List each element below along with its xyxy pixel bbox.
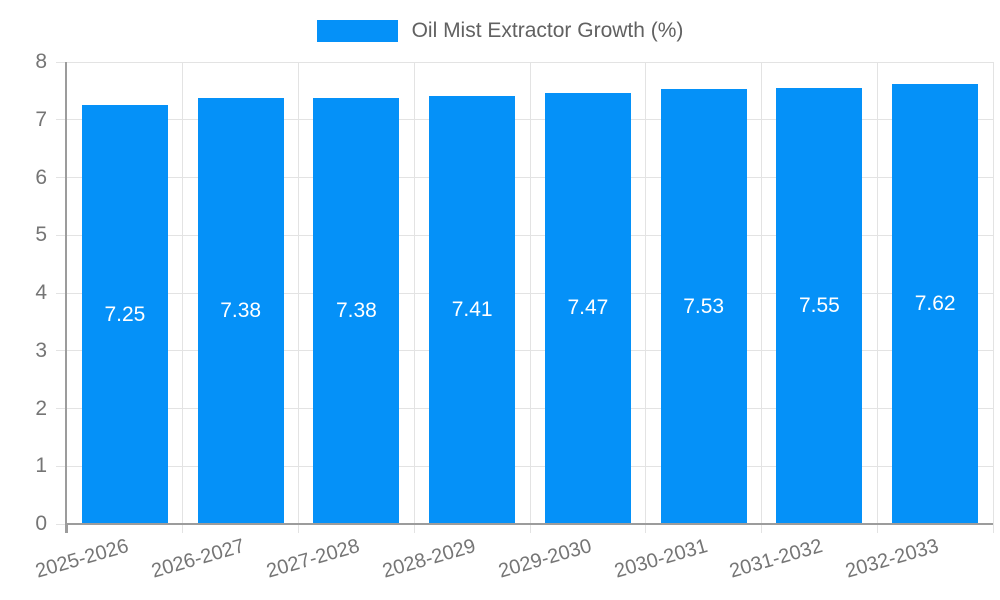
x-gridline [298, 62, 299, 524]
y-tick-mark [56, 119, 67, 121]
legend-swatch [316, 20, 398, 42]
bar-value-label: 7.38 [220, 298, 262, 322]
y-tick-mark [56, 177, 67, 178]
y-tick-mark [56, 61, 67, 63]
bar-value-label: 7.38 [335, 298, 377, 322]
x-gridline [992, 62, 994, 524]
bar-value-label: 7.41 [451, 298, 493, 322]
y-tick-mark [56, 523, 67, 525]
y-tick-label: 6 [35, 165, 47, 189]
y-axis-line [65, 62, 67, 533]
y-tick-label: 0 [35, 512, 47, 535]
x-tick-mark [645, 524, 647, 533]
x-tick-mark [876, 524, 878, 533]
x-gridline [182, 62, 184, 524]
y-tick-label: 5 [35, 223, 47, 247]
x-gridline [645, 62, 647, 524]
bar-value-label: 7.53 [683, 294, 725, 318]
x-tick-mark [66, 524, 68, 533]
x-tick-mark [761, 524, 762, 533]
x-tick-mark [413, 524, 415, 533]
y-tick-label: 1 [35, 454, 47, 478]
y-tick-label: 4 [35, 281, 47, 304]
x-tick-mark [298, 524, 299, 533]
y-tick-label: 2 [35, 396, 47, 420]
x-gridline [413, 62, 415, 524]
bar[interactable]: 7.47 [544, 92, 631, 524]
y-tick-mark [56, 465, 67, 467]
x-tick-mark [182, 524, 184, 533]
y-tick-mark [56, 292, 67, 294]
y-tick-label: 8 [35, 50, 47, 73]
y-tick-mark [56, 234, 67, 236]
y-tick-label: 7 [35, 107, 47, 131]
bar-value-label: 7.47 [567, 296, 609, 320]
x-axis-line [65, 523, 993, 525]
bar[interactable]: 7.53 [660, 89, 747, 524]
bar-value-label: 7.25 [104, 302, 146, 326]
bar[interactable]: 7.38 [197, 97, 284, 524]
x-gridline [876, 62, 878, 524]
bar[interactable]: 7.41 [429, 96, 516, 524]
y-tick-label: 3 [35, 338, 47, 362]
legend-label: Oil Mist Extractor Growth (%) [411, 19, 684, 42]
x-tick-mark [992, 524, 994, 533]
bar-value-label: 7.55 [798, 293, 840, 317]
y-tick-mark [56, 408, 67, 409]
x-tick-mark [529, 524, 531, 533]
legend[interactable]: Oil Mist Extractor Growth (%) [0, 19, 1000, 43]
bar[interactable]: 7.62 [892, 83, 979, 524]
bar[interactable]: 7.55 [776, 87, 863, 524]
bar-value-label: 7.62 [914, 291, 956, 315]
x-gridline [761, 62, 762, 524]
x-gridline [529, 62, 531, 524]
y-tick-mark [56, 350, 67, 352]
bar[interactable]: 7.25 [81, 105, 168, 524]
bar[interactable]: 7.38 [313, 97, 400, 524]
